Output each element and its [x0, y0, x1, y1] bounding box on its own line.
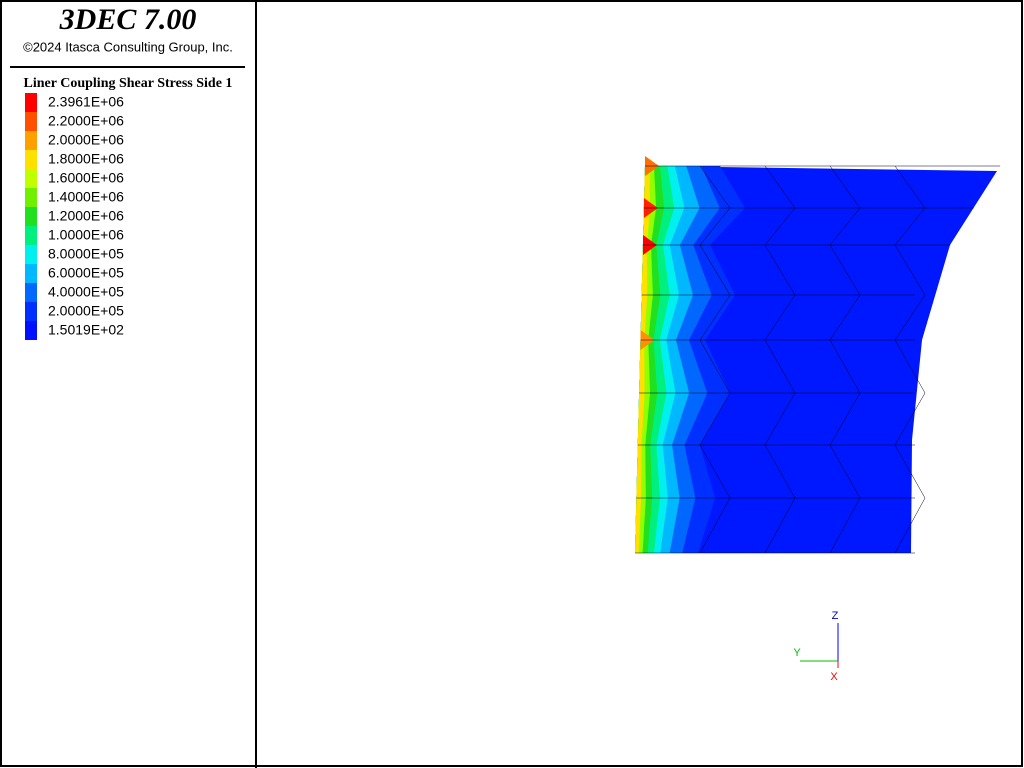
mesh-line	[764, 392, 796, 446]
legend-swatch	[25, 207, 37, 226]
legend-label: 2.0000E+06	[48, 132, 124, 148]
contour-plot	[635, 156, 1001, 554]
mesh-line	[699, 497, 731, 554]
legend-label: 4.0000E+05	[48, 284, 124, 300]
mesh-line	[894, 339, 926, 394]
legend-label: 1.8000E+06	[48, 151, 124, 167]
mesh-line	[829, 444, 861, 499]
legend-label: 1.2000E+06	[48, 208, 124, 224]
legend-swatch	[25, 112, 37, 131]
legend-label: 1.4000E+06	[48, 189, 124, 205]
legend-label: 2.0000E+05	[48, 303, 124, 319]
legend-label: 2.3961E+06	[48, 94, 124, 110]
mesh-line	[829, 165, 861, 209]
mesh-body	[635, 166, 997, 553]
mesh-line	[894, 294, 926, 341]
app-title: 3DEC 7.00	[59, 3, 197, 36]
mesh-line	[764, 497, 796, 554]
mesh-line	[764, 244, 796, 296]
mesh-line	[829, 207, 861, 246]
legend-swatch	[25, 150, 37, 169]
legend-swatch	[25, 302, 37, 321]
legend-swatch	[25, 93, 37, 112]
legend-swatch	[25, 131, 37, 150]
mesh-line	[764, 444, 796, 499]
axis-triad: Z Y X	[793, 610, 838, 683]
legend-swatch	[25, 226, 37, 245]
y-label: Y	[793, 647, 801, 659]
mesh-line	[894, 444, 926, 499]
mesh-line	[699, 392, 731, 446]
mesh-line	[894, 207, 926, 246]
mesh-line	[894, 497, 926, 554]
legend-label: 2.2000E+06	[48, 113, 124, 129]
z-label: Z	[832, 610, 839, 622]
legend: 2.3961E+06 2.2000E+06 2.0000E+06 1.8000E+06…	[25, 93, 124, 340]
legend-swatch	[25, 321, 37, 340]
legend-label: 8.0000E+05	[48, 246, 124, 262]
contour-band	[635, 166, 650, 553]
mesh-line	[829, 497, 861, 554]
legend-swatch	[25, 169, 37, 188]
mesh-line	[829, 392, 861, 446]
mesh-line	[699, 444, 731, 499]
legend-label: 1.0000E+06	[48, 227, 124, 243]
legend-swatch	[25, 245, 37, 264]
legend-label: 6.0000E+05	[48, 265, 124, 281]
mesh-line	[764, 165, 796, 209]
mesh-line	[764, 294, 796, 341]
mesh-line	[894, 165, 926, 209]
mesh-line	[699, 294, 731, 341]
mesh-line	[699, 339, 731, 394]
mesh-line	[699, 244, 731, 296]
legend-swatch	[25, 188, 37, 207]
mesh-line	[699, 165, 731, 209]
mesh-line	[829, 294, 861, 341]
x-label: X	[830, 671, 838, 683]
mesh-line	[764, 207, 796, 246]
mesh-line	[829, 244, 861, 296]
mesh-line	[699, 207, 731, 246]
legend-label: 1.6000E+06	[48, 170, 124, 186]
legend-label: 1.5019E+02	[48, 322, 124, 338]
legend-swatch	[25, 264, 37, 283]
mesh-line	[894, 244, 926, 296]
mesh-line	[764, 339, 796, 394]
copyright: ©2024 Itasca Consulting Group, Inc.	[23, 39, 233, 54]
mesh-line	[829, 339, 861, 394]
legend-title: Liner Coupling Shear Stress Side 1	[24, 76, 233, 91]
legend-swatch	[25, 283, 37, 302]
mesh-line	[894, 392, 926, 446]
